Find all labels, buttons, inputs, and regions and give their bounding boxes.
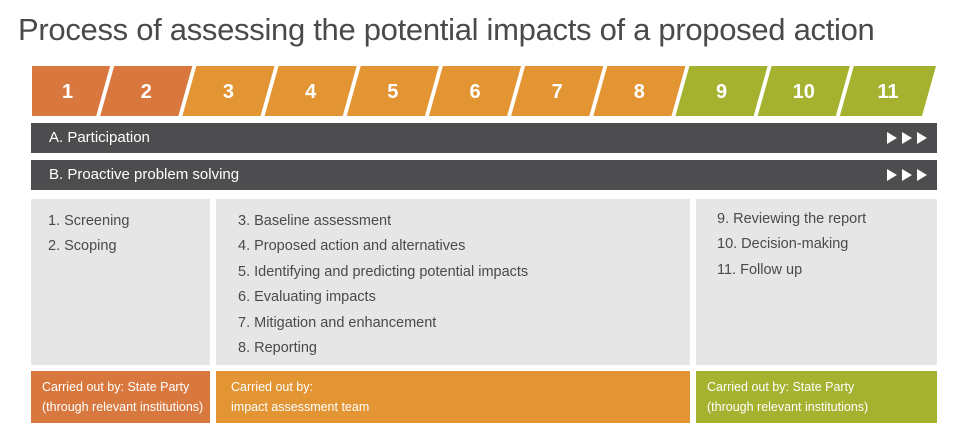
step-number-7: 7 <box>552 81 563 103</box>
panel-item: 3. Baseline assessment <box>238 213 392 229</box>
problem-solving-label: B. Proactive problem solving <box>49 166 240 183</box>
panel-item: 9. Reviewing the report <box>717 211 867 227</box>
step-chevron-9 <box>675 66 768 116</box>
carrier-line: impact assessment team <box>231 400 370 414</box>
step-chevron-5 <box>346 66 439 116</box>
panel-assessment-steps: 3. Baseline assessment 4. Proposed actio… <box>216 199 690 365</box>
step-number-5: 5 <box>387 81 398 103</box>
triangle-icon <box>887 132 897 144</box>
panel-item: 11. Follow up <box>717 261 803 278</box>
triangle-icon <box>902 169 912 181</box>
step-number-9: 9 <box>716 81 727 103</box>
step-number-8: 8 <box>634 81 645 103</box>
carrier-line: Carried out by: State Party <box>42 380 190 394</box>
triangle-icon <box>887 169 897 181</box>
step-chevron-2 <box>100 66 193 116</box>
continue-arrows-icon <box>887 160 927 190</box>
panel-review-decision: 9. Reviewing the report 10. Decision-mak… <box>696 199 937 365</box>
step-number-10: 10 <box>793 81 815 103</box>
step-chevron-6 <box>428 66 522 116</box>
triangle-icon <box>917 169 927 181</box>
step-chevron-4 <box>264 66 357 116</box>
continue-arrows-icon <box>887 123 927 153</box>
panel-item: 5. Identifying and predicting potential … <box>238 263 529 280</box>
panel-item: 4. Proposed action and alternatives <box>238 238 466 255</box>
panel-item: 10. Decision-making <box>717 236 849 253</box>
carrier-line: (through relevant institutions) <box>707 400 869 414</box>
step-chevrons: 1 2 3 4 5 6 7 8 9 10 11 <box>32 66 936 116</box>
step-chevron-10 <box>757 66 850 116</box>
carrier-line: Carried out by: State Party <box>707 380 855 394</box>
panel-screening-scoping: 1. Screening 2. Scoping <box>31 199 210 365</box>
step-chevron-3 <box>182 66 275 116</box>
triangle-icon <box>902 132 912 144</box>
carrier-assessment-team: Carried out by: impact assessment team <box>216 371 690 423</box>
panel-item: 6. Evaluating impacts <box>238 289 376 306</box>
page-title: Process of assessing the potential impac… <box>18 12 875 47</box>
panel-item: 2. Scoping <box>48 238 117 255</box>
carrier-state-party-right: Carried out by: State Party (through rel… <box>696 371 937 423</box>
triangle-icon <box>917 132 927 144</box>
problem-solving-bar: B. Proactive problem solving <box>31 160 937 190</box>
participation-bar: A. Participation <box>31 123 937 153</box>
participation-label: A. Participation <box>49 129 150 146</box>
step-number-3: 3 <box>223 81 234 103</box>
carrier-line: Carried out by: <box>231 380 313 394</box>
carrier-state-party-left: Carried out by: State Party (through rel… <box>31 371 210 423</box>
step-chevron-7 <box>511 66 604 116</box>
panel-item: 7. Mitigation and enhancement <box>238 314 437 331</box>
step-number-11: 11 <box>877 81 898 103</box>
step-number-2: 2 <box>141 81 152 103</box>
carrier-line: (through relevant institutions) <box>42 400 204 414</box>
panel-item: 8. Reporting <box>238 340 317 357</box>
step-chevron-8 <box>593 66 686 116</box>
step-number-1: 1 <box>62 81 73 103</box>
step-number-4: 4 <box>305 81 317 103</box>
step-chevron-11 <box>839 66 936 116</box>
step-chevron-1 <box>32 66 111 116</box>
panel-item: 1. Screening <box>48 213 130 229</box>
step-number-6: 6 <box>469 81 480 103</box>
